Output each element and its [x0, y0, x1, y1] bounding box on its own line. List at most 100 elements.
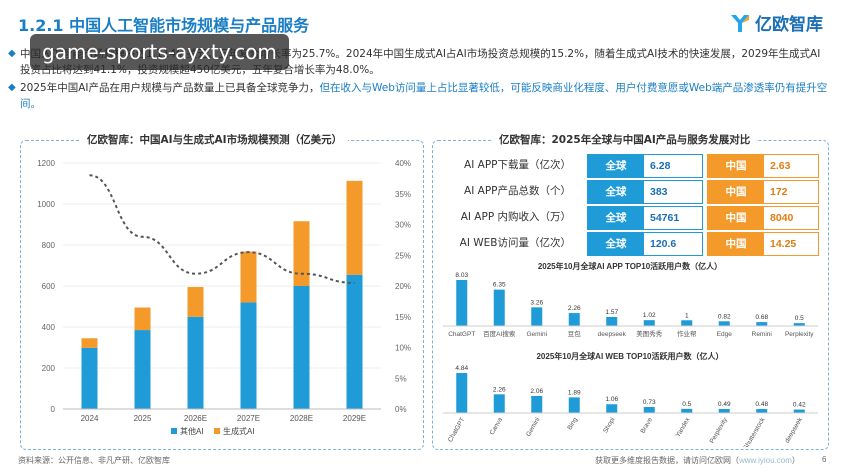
y2-tick-label: 20% [395, 282, 411, 291]
global-tag: 全球 [588, 181, 644, 203]
bar-value-label: 0.42 [793, 402, 806, 409]
stat-row-web-visits: AI WEB访问量（亿次） 全球 120.6 中国 14.25 [433, 232, 828, 256]
bar [531, 395, 543, 413]
watermark-overlay: game-sports-ayxty.com [30, 34, 289, 70]
stat-row-revenue: AI APP 内购收入（万） 全球 54761 中国 8040 [433, 206, 828, 230]
china-value: 2.63 [770, 160, 791, 172]
bar-value-label: 2.06 [530, 388, 543, 395]
china-tag: 中国 [708, 207, 764, 229]
bar [493, 394, 505, 413]
y2-tick-label: 0% [395, 405, 407, 414]
y-tick-label: 0 [51, 405, 56, 414]
china-value: 8040 [770, 212, 794, 224]
x-tick-label: 2027E [237, 414, 260, 423]
y-tick-label: 600 [42, 282, 56, 291]
x-tick-label: Bing [566, 416, 579, 431]
bar [756, 322, 768, 326]
x-tick-label: deepseek [784, 416, 805, 445]
bar [531, 307, 543, 326]
bar-value-label: 0.48 [755, 401, 768, 408]
bar [681, 320, 693, 326]
x-tick-label: ChatGPT [448, 331, 475, 338]
y-tick-label: 1200 [37, 159, 55, 168]
app-top10-chart: 2025年10月全球AI APP TOP10活跃用户数（亿人） 8.03 ChatG… [443, 261, 818, 338]
x-tick-label: 百度AI搜索 [483, 329, 516, 338]
right-chart-panel: 亿欧智库：2025年全球与中国AI产品与服务发展对比 AI APP下载量（亿次）… [432, 132, 829, 450]
bar-value-label: 1 [685, 312, 689, 319]
bar-value-label: 2.26 [568, 305, 581, 312]
bar-value-label: 0.68 [755, 314, 768, 321]
y-tick-label: 800 [42, 241, 56, 250]
bar-other-ai [346, 274, 363, 409]
global-value-box: 全球 120.6 [587, 232, 703, 256]
diamond-icon: ◆ [8, 48, 16, 59]
bar-value-label: 0.49 [718, 401, 731, 408]
y2-tick-label: 35% [395, 190, 411, 199]
stat-label: AI APP下载量（亿次） [464, 159, 571, 171]
bar [793, 409, 805, 413]
legend-swatch-generative-ai [214, 428, 220, 434]
bar [718, 321, 730, 326]
bar-generative-ai [187, 287, 204, 317]
x-tick-label: 豆包 [568, 329, 582, 338]
x-tick-label: Edge [717, 331, 733, 338]
y-tick-label: 400 [42, 323, 56, 332]
x-tick-label: 2029E [343, 414, 366, 423]
bar [681, 408, 693, 413]
share-dashed-line [89, 174, 355, 284]
diamond-icon: ◆ [8, 82, 16, 93]
y2-tick-label: 30% [395, 221, 411, 230]
stat-label: AI WEB访问量（亿次） [459, 237, 571, 249]
china-value: 172 [770, 186, 788, 198]
market-size-chart: 0 200 400 600 800 1000 1200 0% 5% 10% 15% 20% 25% 30%… [37, 159, 411, 436]
x-tick-label: 2024 [81, 414, 99, 423]
chart-title: 2025年10月全球AI APP TOP10活跃用户数（亿人） [538, 261, 722, 271]
x-tick-label: Gemini [525, 417, 541, 438]
logo: 亿欧智库 [729, 10, 823, 35]
x-tick-label: 2025 [134, 414, 152, 423]
footer-more-end: ） [791, 456, 800, 465]
bar-value-label: 6.35 [493, 282, 506, 289]
stat-label: AI APP 内购收入（万） [460, 211, 571, 223]
web-top10-chart: 2025年10月全球AI WEB TOP10活跃用户数（亿人） 4.84 ChatG… [443, 351, 818, 447]
bar [718, 408, 730, 413]
china-value-box: 中国 2.63 [707, 154, 819, 178]
source-note: 资料来源：公开信息、非凡产研、亿欧智库 [18, 456, 170, 465]
footer-url[interactable]: www.iyiou.com [739, 456, 792, 465]
china-value-box: 中国 172 [707, 180, 819, 204]
bar-other-ai [187, 316, 204, 409]
x-tick-label: Yandex [675, 416, 692, 439]
bar-other-ai [81, 347, 98, 409]
china-tag: 中国 [708, 181, 764, 203]
bar-value-label: 0.73 [643, 399, 656, 406]
stat-row-downloads: AI APP下载量（亿次） 全球 6.28 中国 2.63 [433, 154, 828, 178]
global-value-box: 全球 54761 [587, 206, 703, 230]
bar-value-label: 3.26 [530, 299, 543, 306]
bar-value-label: 1.06 [605, 396, 618, 403]
legend-label-other-ai: 其他AI [180, 426, 204, 436]
x-tick-label: Gemini [526, 331, 547, 338]
bar-value-label: 2.26 [493, 386, 506, 393]
bar [643, 320, 655, 326]
bar-value-label: 1.02 [643, 312, 656, 319]
bar-value-label: 0.82 [718, 313, 731, 320]
china-tag: 中国 [708, 233, 764, 255]
y2-tick-label: 10% [395, 344, 411, 353]
right-panel-title: 亿欧智库：2025年全球与中国AI产品与服务发展对比 [493, 132, 757, 147]
x-tick-label: 2028E [290, 414, 313, 423]
bar [568, 313, 580, 326]
bar [606, 404, 618, 413]
bar [606, 317, 618, 326]
x-tick-label: 作业帮 [677, 329, 697, 338]
global-value-box: 全球 6.28 [587, 154, 703, 178]
legend-label-generative-ai: 生成式AI [223, 426, 255, 436]
y2-tick-label: 15% [395, 313, 411, 322]
bar-generative-ai [240, 251, 257, 303]
y2-tick-label: 25% [395, 251, 411, 260]
legend-swatch-other-ai [171, 428, 177, 434]
bar [456, 280, 468, 326]
global-value: 120.6 [650, 238, 677, 250]
bar [643, 406, 655, 413]
bullet-2-a: 2025年中国AI产品在用户规模与产品数量上已具备全球竞争力， [20, 82, 320, 94]
page-title: 1.2.1 中国人工智能市场规模与产品服务 [18, 16, 310, 35]
